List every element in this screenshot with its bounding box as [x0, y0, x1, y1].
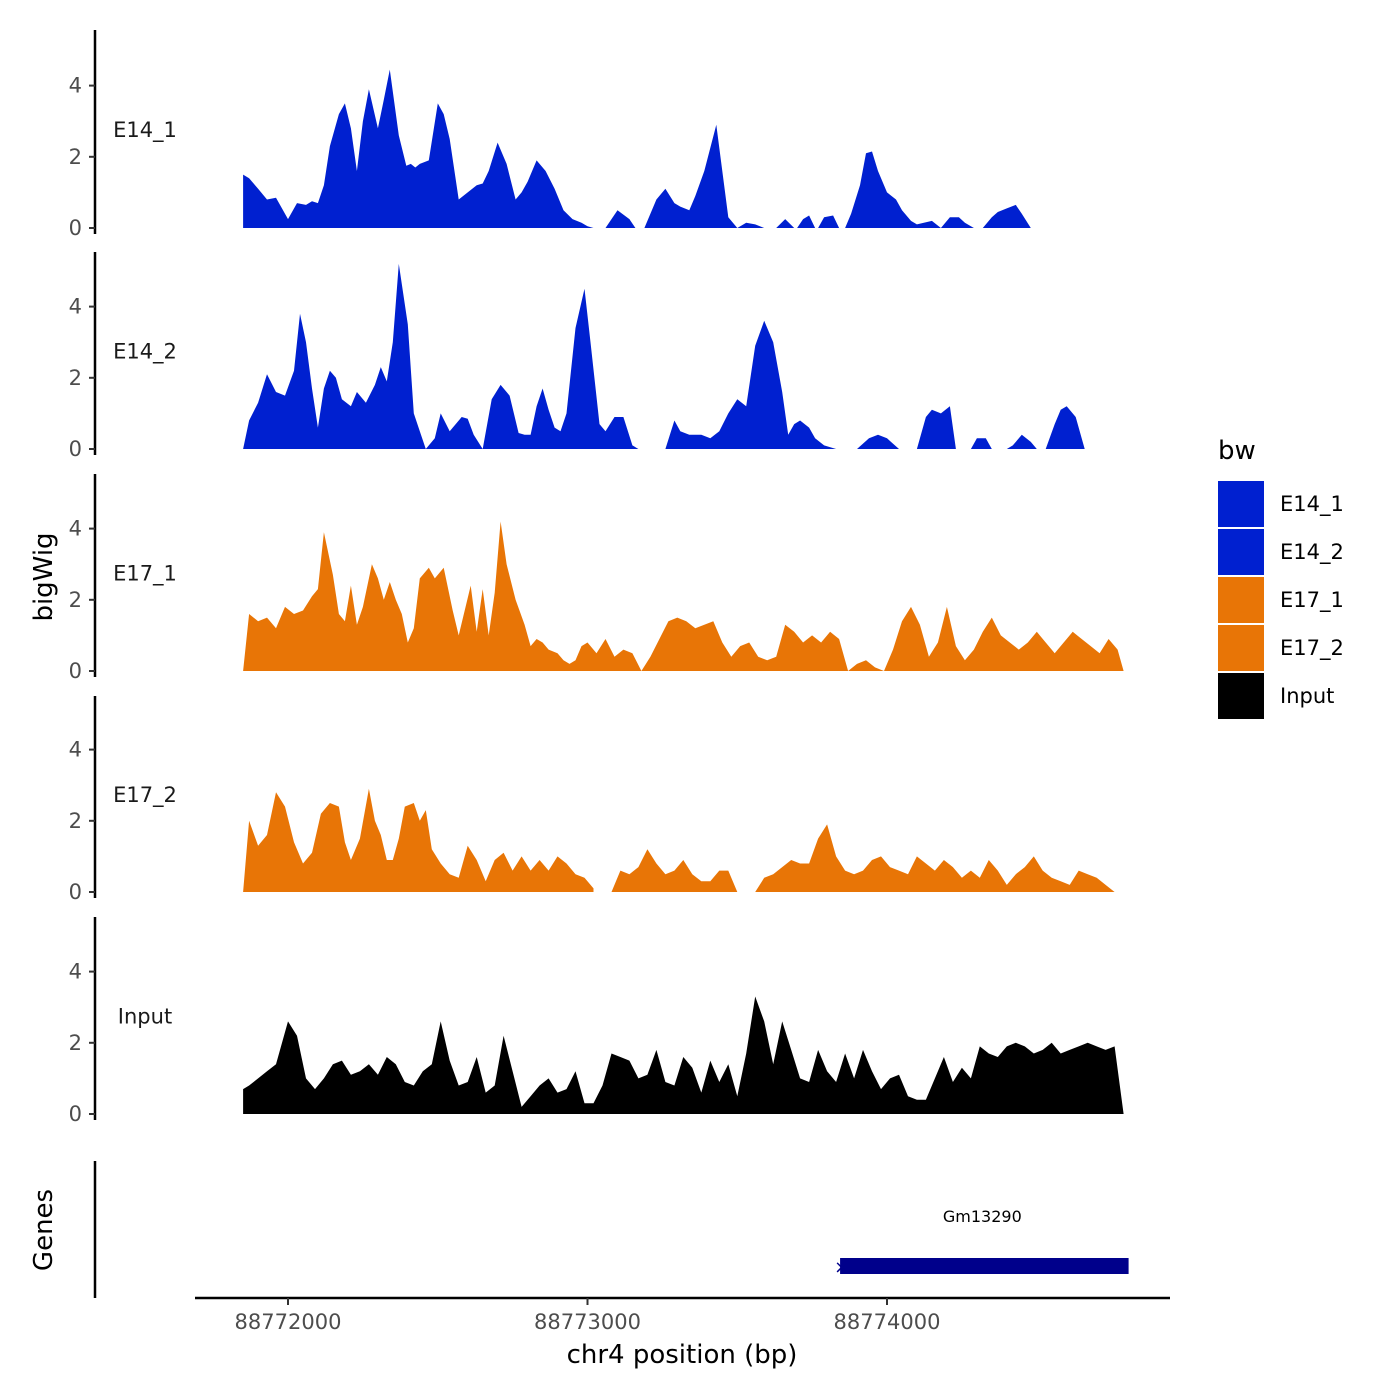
track-E17_1: 0 2 4 E17_1	[69, 474, 1124, 683]
y-tick-label: 0	[69, 659, 82, 683]
y-tick-label: 2	[69, 366, 82, 390]
y-tick-label: 0	[69, 1102, 82, 1126]
genes-axis-title: Genes	[29, 1189, 59, 1271]
legend-swatch-E14_2	[1218, 529, 1264, 575]
y-tick-label: 2	[69, 1031, 82, 1055]
legend-swatch-Input	[1218, 673, 1264, 719]
track-label: E17_2	[113, 783, 177, 808]
x-axis: 88772000 88773000 88774000	[195, 1296, 1170, 1334]
coverage-area-E17_1	[243, 521, 1124, 671]
coverage-area-E17_2	[755, 824, 1115, 892]
coverage-area-E14_1	[776, 151, 1124, 228]
genes-track: × Gm13290	[93, 1161, 1129, 1298]
legend-label: E14_1	[1280, 492, 1344, 517]
coverage-area-E17_2	[611, 849, 738, 892]
coverage-area-E14_1	[243, 69, 594, 228]
coverage-area-E14_2	[970, 438, 992, 449]
y-tick-label: 2	[69, 145, 82, 169]
legend-swatch-E14_1	[1218, 481, 1264, 527]
legend-label: E17_1	[1280, 588, 1344, 613]
y-tick-label: 4	[69, 74, 82, 98]
x-axis-title: chr4 position (bp)	[567, 1340, 798, 1370]
y-tick-label: 2	[69, 588, 82, 612]
coverage-tracks: 0 2 4 E14_1 0 2 4 E14_2 0 2 4 E17_1 0 2 4 E17_2 0 2 4 Input	[69, 30, 1124, 1126]
gene-strand-arrow: ×	[834, 1257, 849, 1278]
legend-swatch-E17_1	[1218, 577, 1264, 623]
coverage-area-E14_2	[243, 263, 639, 449]
y-tick-label: 0	[69, 216, 82, 240]
track-label: Input	[118, 1005, 172, 1029]
track-E17_2: 0 2 4 E17_2	[69, 696, 1115, 904]
track-label: E14_2	[113, 340, 177, 365]
y-tick-label: 2	[69, 809, 82, 833]
legend: bw E14_1 E14_2 E17_1 E17_2 Input	[1218, 436, 1344, 719]
track-E14_1: 0 2 4 E14_1	[69, 30, 1124, 240]
legend-title: bw	[1218, 436, 1256, 466]
legend-label: E14_2	[1280, 540, 1344, 565]
legend-swatch-E17_2	[1218, 625, 1264, 671]
y-tick-label: 4	[69, 295, 82, 319]
coverage-area-E17_2	[243, 788, 594, 892]
coverage-area-E14_1	[605, 210, 636, 228]
track-label: E17_1	[113, 562, 177, 587]
y-tick-label: 4	[69, 960, 82, 984]
gene-label: Gm13290	[943, 1207, 1022, 1226]
x-tick-label: 88774000	[834, 1310, 941, 1334]
coverage-area-E14_2	[916, 406, 956, 449]
coverage-area-E14_2	[1006, 406, 1085, 449]
x-tick-label: 88772000	[235, 1310, 342, 1334]
coverage-area-E14_2	[656, 320, 837, 449]
coverage-area-E14_1	[644, 124, 765, 228]
y-axis-title: bigWig	[29, 532, 59, 621]
track-label: E14_1	[113, 118, 177, 143]
y-tick-label: 4	[69, 738, 82, 762]
track-Input: 0 2 4 Input	[69, 917, 1124, 1126]
y-tick-label: 0	[69, 437, 82, 461]
legend-label: E17_2	[1280, 636, 1344, 661]
y-tick-label: 4	[69, 517, 82, 541]
x-tick-label: 88773000	[534, 1310, 641, 1334]
coverage-area-E14_2	[857, 434, 899, 449]
coverage-area-Input	[243, 996, 1124, 1114]
y-tick-label: 0	[69, 880, 82, 904]
track-E14_2: 0 2 4 E14_2	[69, 252, 1085, 461]
legend-label: Input	[1280, 684, 1334, 708]
gene-body-Gm13290	[840, 1258, 1129, 1274]
